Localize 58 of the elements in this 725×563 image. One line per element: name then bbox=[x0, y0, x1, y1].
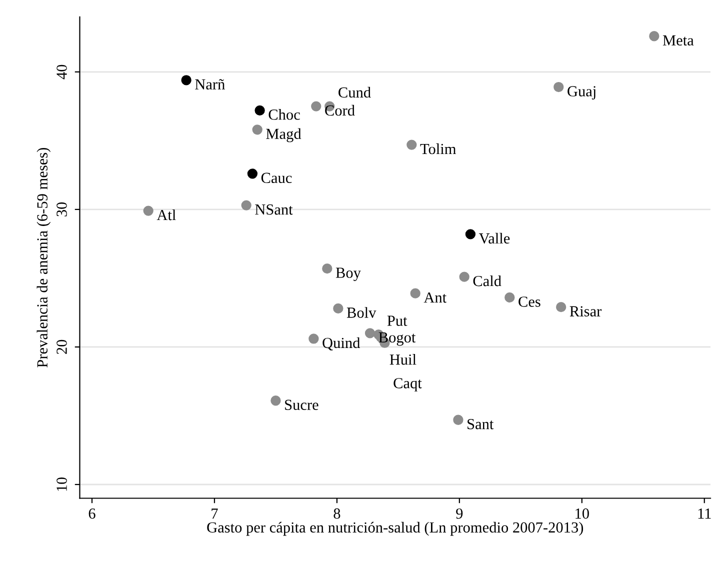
annotation: Cund bbox=[338, 86, 371, 98]
annotation: Atl bbox=[156, 209, 176, 220]
y-axis-title: Prevalencia de anemia (6-59 meses) bbox=[36, 148, 51, 368]
point bbox=[247, 168, 258, 179]
y-tick-label: 30 bbox=[56, 202, 67, 216]
annotation: Ant bbox=[424, 292, 446, 303]
x-tick-label: 9 bbox=[456, 508, 463, 519]
annotation: Magd bbox=[266, 128, 302, 142]
x-tick-label: 10 bbox=[576, 508, 589, 519]
point bbox=[252, 124, 262, 135]
point bbox=[308, 334, 319, 344]
point bbox=[270, 396, 281, 406]
point bbox=[143, 206, 154, 216]
annotation: Guaj bbox=[568, 86, 596, 100]
annotation: Caqt bbox=[394, 378, 422, 392]
x-tick-label: 7 bbox=[212, 508, 218, 519]
annotation: Sucre bbox=[285, 400, 318, 410]
point bbox=[459, 272, 470, 282]
annotation: Sant bbox=[468, 418, 494, 430]
point bbox=[181, 75, 192, 86]
annotation: NSant bbox=[255, 204, 293, 215]
point bbox=[465, 229, 476, 240]
point bbox=[241, 200, 252, 210]
point bbox=[322, 263, 332, 274]
annotation: Cord bbox=[325, 104, 355, 116]
annotation: Risar bbox=[570, 306, 602, 316]
point bbox=[453, 414, 464, 425]
point bbox=[254, 105, 265, 116]
point bbox=[554, 82, 564, 92]
annotation: Tolim bbox=[420, 143, 456, 154]
annotation: Huil bbox=[390, 354, 416, 365]
point bbox=[410, 288, 420, 298]
x-tick-label: 6 bbox=[88, 508, 96, 519]
annotation: Quind bbox=[322, 337, 360, 350]
point bbox=[504, 292, 515, 303]
x-tick-label: 8 bbox=[334, 508, 340, 519]
x-axis-title: Gasto per cápita en nutrición-salud (Ln promedio 2007-2013) bbox=[207, 522, 584, 536]
annotation: Choc bbox=[268, 109, 300, 120]
annotation: Put bbox=[387, 316, 408, 326]
annotation: Boy bbox=[336, 268, 361, 282]
y-tick-label: 20 bbox=[56, 340, 67, 354]
point bbox=[333, 303, 344, 314]
y-tick-label: 40 bbox=[56, 64, 67, 80]
annotation: Ces bbox=[518, 296, 540, 307]
annotation: Cauc bbox=[261, 172, 292, 184]
annotation: Narñ bbox=[195, 79, 225, 90]
annotation: Cald bbox=[473, 275, 502, 286]
point bbox=[364, 328, 376, 338]
point bbox=[649, 31, 660, 42]
x-tick-label: 11 bbox=[698, 508, 711, 519]
annotation: Bogot bbox=[378, 332, 416, 346]
annotation: Meta bbox=[662, 35, 694, 46]
y-tick-label: 10 bbox=[56, 477, 67, 491]
point bbox=[311, 101, 322, 112]
point bbox=[556, 302, 566, 312]
annotation: Bolv bbox=[346, 307, 376, 318]
point bbox=[406, 140, 417, 150]
annotation: Valle bbox=[478, 232, 510, 244]
